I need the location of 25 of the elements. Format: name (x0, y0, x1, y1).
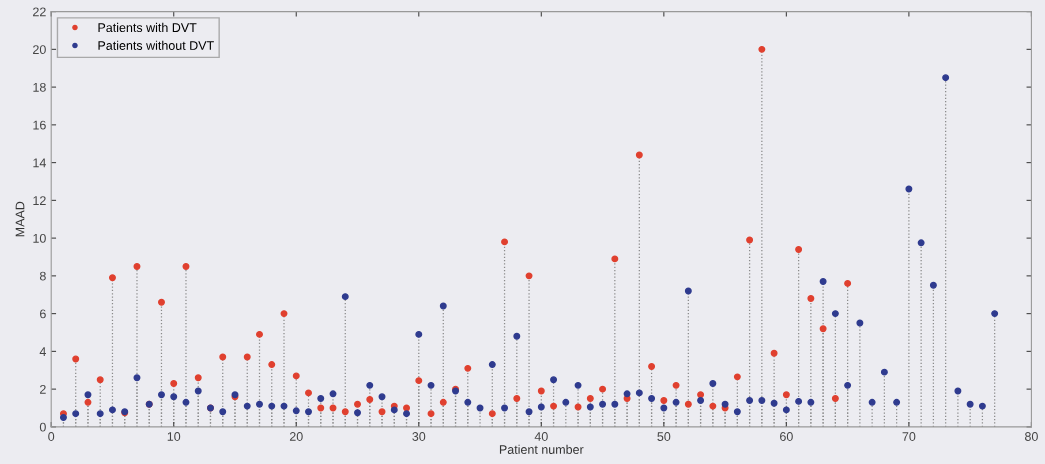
y-tick-label: 4 (39, 347, 46, 356)
y-tick-label: 14 (33, 158, 46, 168)
y-tick-label: 0 (39, 422, 46, 432)
x-tick-label: 10 (167, 432, 181, 441)
y-tick-label: 22 (33, 7, 46, 17)
x-tick-label: 60 (780, 432, 793, 441)
x-axis-title: Patient number (499, 444, 584, 454)
x-tick-label: 80 (1025, 432, 1038, 441)
y-tick-label: 8 (39, 271, 46, 281)
x-tick-label: 20 (289, 432, 303, 441)
legend-label: Patients without DVT (98, 40, 214, 50)
y-tick-label: 12 (33, 196, 46, 205)
x-tick-label: 50 (657, 432, 671, 441)
x-tick-label: 70 (902, 432, 916, 441)
x-tick-label: 0 (48, 432, 55, 441)
x-tick-label: 30 (412, 432, 426, 441)
y-axis-title: MAAD (15, 201, 25, 237)
x-tick-label: 40 (534, 432, 548, 441)
y-tick-label: 18 (33, 82, 46, 92)
y-tick-label: 6 (40, 309, 46, 319)
y-tick-label: 10 (33, 233, 46, 243)
y-tick-label: 2 (40, 384, 46, 394)
legend-label: Patients with DVT (98, 22, 197, 33)
y-tick-label: 20 (33, 45, 46, 55)
y-tick-label: 16 (33, 120, 46, 130)
